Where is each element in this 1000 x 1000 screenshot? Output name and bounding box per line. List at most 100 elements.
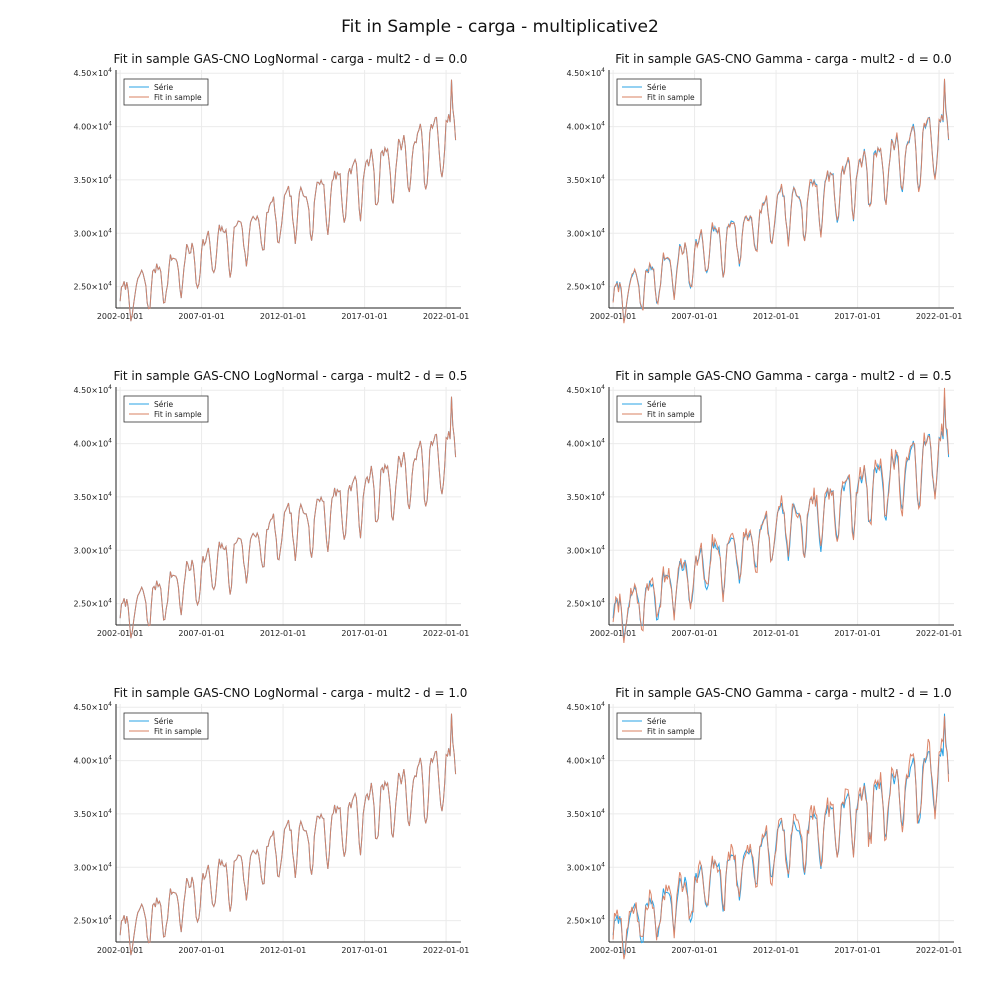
x-tick-label: 2022-01-01	[916, 312, 963, 321]
series-line-serie	[119, 713, 457, 956]
x-tick-label: 2012-01-01	[753, 629, 800, 638]
y-tick-label: 4.00×104	[73, 755, 112, 766]
series-line-fit-in-sample	[119, 396, 457, 639]
x-tick-label: 2007-01-01	[178, 946, 225, 955]
x-tick-label: 2012-01-01	[260, 629, 307, 638]
x-tick-label: 2007-01-01	[671, 946, 718, 955]
y-tick-label: 4.50×104	[73, 67, 112, 78]
chart-panel-2: Fit in sample GAS-CNO Gamma - carga - mu…	[566, 52, 963, 324]
legend-label: Fit in sample	[154, 727, 202, 736]
legend-box	[123, 78, 209, 106]
series-line-fit-in-sample	[119, 713, 457, 956]
legend-label: Fit in sample	[154, 93, 202, 102]
series-line-fit-in-sample	[612, 387, 950, 644]
x-tick-label: 2012-01-01	[260, 946, 307, 955]
x-tick-label: 2012-01-01	[753, 312, 800, 321]
legend-label: Série	[647, 83, 667, 92]
chart-panel-6: Fit in sample GAS-CNO Gamma - carga - mu…	[566, 686, 963, 960]
chart-title: Fit in sample GAS-CNO Gamma - carga - mu…	[615, 369, 951, 383]
x-tick-label: 2017-01-01	[834, 312, 881, 321]
legend-label: Série	[647, 717, 667, 726]
x-tick-label: 2022-01-01	[423, 629, 470, 638]
x-tick-label: 2002-01-01	[590, 629, 637, 638]
chart-title: Fit in sample GAS-CNO Gamma - carga - mu…	[615, 52, 951, 66]
y-tick-label: 2.50×104	[566, 598, 605, 609]
legend-label: Fit in sample	[647, 410, 695, 419]
legend-label: Fit in sample	[647, 93, 695, 102]
series-line-fit-in-sample	[119, 79, 457, 322]
y-tick-label: 2.50×104	[73, 281, 112, 292]
series-line-serie	[612, 79, 950, 322]
legend-label: Série	[647, 400, 667, 409]
x-tick-label: 2007-01-01	[671, 629, 718, 638]
y-tick-label: 3.50×104	[566, 808, 605, 819]
y-tick-label: 2.50×104	[566, 915, 605, 926]
y-tick-label: 4.50×104	[566, 67, 605, 78]
y-tick-label: 3.00×104	[566, 861, 605, 872]
x-tick-label: 2002-01-01	[590, 312, 637, 321]
y-tick-label: 2.50×104	[73, 915, 112, 926]
x-tick-label: 2007-01-01	[178, 629, 225, 638]
series-line-serie	[119, 79, 457, 322]
x-tick-label: 2002-01-01	[97, 629, 144, 638]
x-tick-label: 2017-01-01	[834, 946, 881, 955]
series-line-fit-in-sample	[612, 715, 950, 960]
x-tick-label: 2017-01-01	[834, 629, 881, 638]
legend-label: Fit in sample	[647, 727, 695, 736]
x-tick-label: 2017-01-01	[341, 312, 388, 321]
y-tick-label: 4.50×104	[566, 384, 605, 395]
x-tick-label: 2017-01-01	[341, 946, 388, 955]
x-tick-label: 2012-01-01	[753, 946, 800, 955]
legend-box	[123, 395, 209, 423]
y-tick-label: 3.00×104	[566, 227, 605, 238]
x-tick-label: 2002-01-01	[97, 312, 144, 321]
legend-label: Fit in sample	[154, 410, 202, 419]
y-tick-label: 3.00×104	[73, 544, 112, 555]
x-tick-label: 2007-01-01	[671, 312, 718, 321]
legend-box	[123, 712, 209, 740]
y-tick-label: 3.00×104	[73, 227, 112, 238]
y-tick-label: 4.00×104	[566, 438, 605, 449]
legend-label: Série	[154, 717, 174, 726]
x-tick-label: 2012-01-01	[260, 312, 307, 321]
y-tick-label: 3.50×104	[73, 491, 112, 502]
x-tick-label: 2007-01-01	[178, 312, 225, 321]
y-tick-label: 4.00×104	[566, 121, 605, 132]
chart-title: Fit in sample GAS-CNO LogNormal - carga …	[114, 686, 468, 700]
series-line-fit-in-sample	[612, 78, 950, 324]
chart-title: Fit in sample GAS-CNO LogNormal - carga …	[114, 52, 468, 66]
series-line-serie	[612, 713, 950, 956]
series-line-serie	[119, 396, 457, 639]
chart-panel-4: Fit in sample GAS-CNO Gamma - carga - mu…	[566, 369, 963, 644]
x-tick-label: 2017-01-01	[341, 629, 388, 638]
y-tick-label: 4.00×104	[73, 121, 112, 132]
y-tick-label: 4.00×104	[73, 438, 112, 449]
y-tick-label: 3.50×104	[73, 808, 112, 819]
y-tick-label: 4.00×104	[566, 755, 605, 766]
y-tick-label: 3.50×104	[566, 491, 605, 502]
y-tick-label: 4.50×104	[73, 701, 112, 712]
chart-title: Fit in sample GAS-CNO Gamma - carga - mu…	[615, 686, 951, 700]
x-tick-label: 2022-01-01	[423, 946, 470, 955]
y-tick-label: 3.50×104	[73, 174, 112, 185]
y-tick-label: 3.00×104	[566, 544, 605, 555]
y-tick-label: 4.50×104	[73, 384, 112, 395]
chart-panel-5: Fit in sample GAS-CNO LogNormal - carga …	[73, 686, 470, 956]
chart-title: Fit in sample GAS-CNO LogNormal - carga …	[114, 369, 468, 383]
y-tick-label: 3.00×104	[73, 861, 112, 872]
y-tick-label: 2.50×104	[73, 598, 112, 609]
y-tick-label: 2.50×104	[566, 281, 605, 292]
x-tick-label: 2022-01-01	[916, 946, 963, 955]
y-tick-label: 3.50×104	[566, 174, 605, 185]
figure-title: Fit in Sample - carga - multiplicative2	[341, 17, 659, 37]
legend-label: Série	[154, 83, 174, 92]
legend-box	[616, 712, 702, 740]
x-tick-label: 2022-01-01	[423, 312, 470, 321]
series-line-serie	[612, 396, 950, 639]
x-tick-label: 2022-01-01	[916, 629, 963, 638]
y-tick-label: 4.50×104	[566, 701, 605, 712]
x-tick-label: 2002-01-01	[97, 946, 144, 955]
x-tick-label: 2002-01-01	[590, 946, 637, 955]
legend-box	[616, 395, 702, 423]
chart-panel-3: Fit in sample GAS-CNO LogNormal - carga …	[73, 369, 470, 639]
